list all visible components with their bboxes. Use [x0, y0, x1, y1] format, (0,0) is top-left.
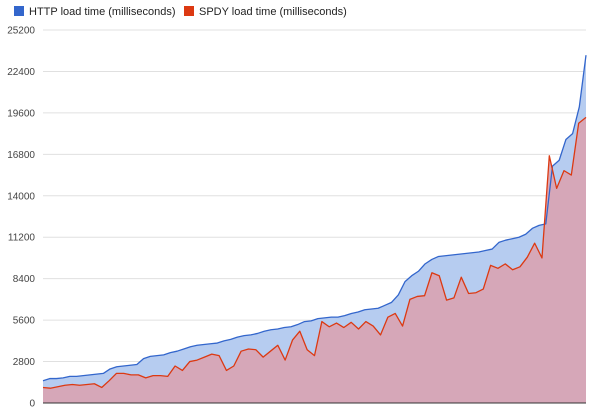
- legend-swatch-spdy: [184, 6, 194, 16]
- y-tick-label-8400: 8400: [13, 274, 36, 285]
- y-tick-label-2800: 2800: [13, 357, 36, 368]
- y-axis-tick-labels: 0 2800 5600 8400 11200 14000 16800 19600 22400 25…: [7, 26, 35, 410]
- series-line-http: [42, 55, 587, 382]
- legend-label-spdy[interactable]: SPDY load time (milliseconds): [199, 6, 347, 18]
- legend-label-http[interactable]: HTTP load time (milliseconds): [29, 6, 176, 18]
- y-tick-label-11200: 11200: [8, 233, 36, 244]
- gridlines: [43, 29, 586, 363]
- legend-swatch-http: [14, 6, 24, 16]
- y-tick-label-25200: 25200: [7, 26, 35, 37]
- series-lines: [42, 55, 587, 389]
- y-tick-label-5600: 5600: [13, 316, 36, 327]
- y-tick-label-0: 0: [29, 399, 35, 410]
- y-tick-label-22400: 22400: [7, 67, 35, 78]
- series-area-spdy: [43, 117, 586, 403]
- series-line-spdy: [42, 116, 587, 389]
- y-tick-label-16800: 16800: [7, 150, 35, 161]
- series-areas: [43, 55, 586, 403]
- y-tick-label-14000: 14000: [7, 191, 35, 202]
- y-tick-label-19600: 19600: [7, 108, 35, 119]
- legend: HTTP load time (milliseconds) SPDY load …: [14, 6, 347, 18]
